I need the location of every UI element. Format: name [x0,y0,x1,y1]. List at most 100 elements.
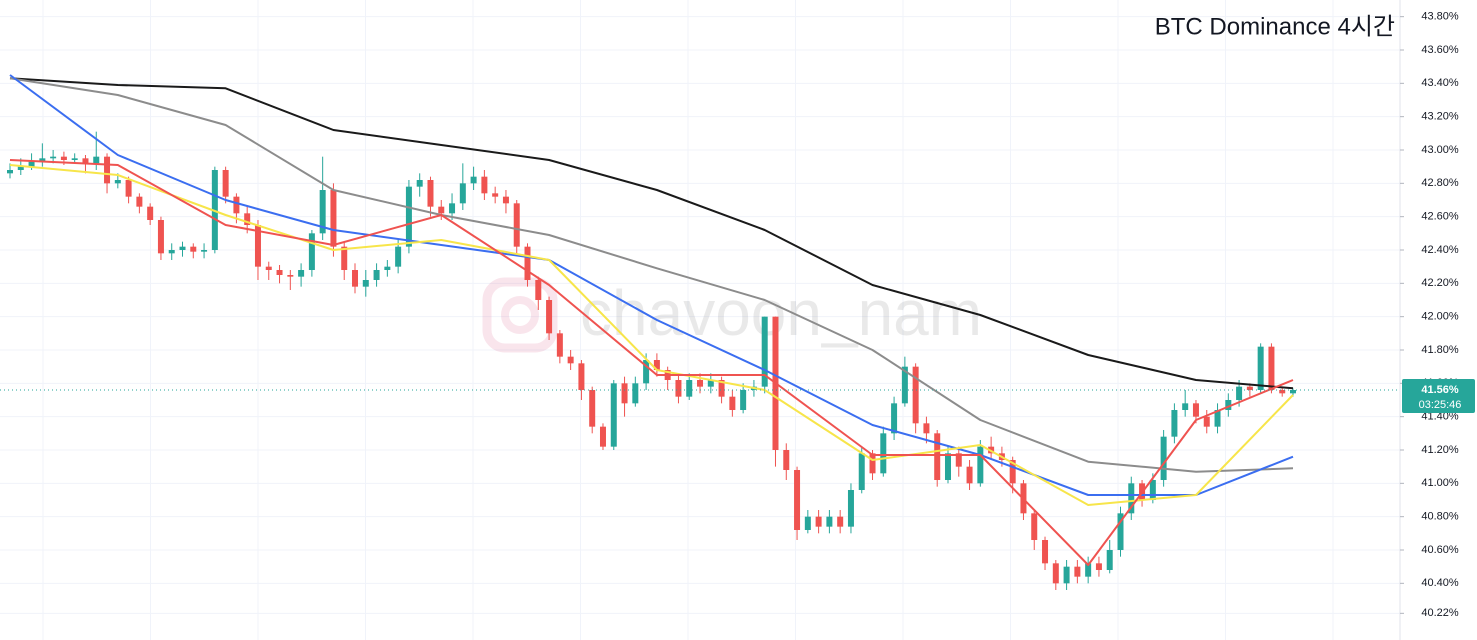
candle-body [1160,436,1167,480]
countdown-label: 03:25:46 [1419,399,1462,411]
candle-body [783,450,790,470]
candle-body [643,360,650,384]
candle-body [934,433,941,480]
candle-body [179,246,186,250]
candle-body [675,380,682,397]
moving-average-line [9,77,1294,473]
watermark-icon [501,296,539,334]
candle-body [837,516,844,527]
candle-body [847,490,854,527]
candle-body [1225,400,1232,410]
candle-body [438,206,445,214]
candle-body [589,390,596,427]
candle-body [50,156,57,159]
candle-body [308,233,315,270]
candle-body [966,466,973,484]
candle-body [254,225,261,267]
candle-body [1031,513,1038,540]
candle-body [416,180,423,187]
y-tick-label: 40.80% [1421,511,1459,523]
candle-body [459,183,466,204]
y-tick-label: 42.20% [1421,277,1459,289]
y-tick-label: 43.40% [1421,77,1459,89]
candle-body [1106,550,1113,570]
candle-body [265,266,272,270]
candle-body [427,180,434,207]
candle-body [621,383,628,404]
y-tick-label: 43.00% [1421,144,1459,156]
y-tick-label: 42.60% [1421,211,1459,223]
candle-body [71,158,78,160]
candle-body [244,213,251,225]
candle-body [362,280,369,287]
candle-body [815,516,822,527]
candle-body [136,196,143,207]
candle-body [556,333,563,357]
candle-body [125,180,132,197]
candle-body [93,156,100,164]
candle-body [880,433,887,474]
candle-body [1052,563,1059,584]
candle-body [405,186,412,247]
watermark: chavoon_nam [482,277,982,353]
candle-body [707,380,714,387]
candle-body [319,190,326,234]
candle-body [1203,416,1210,427]
candle-body [610,383,617,447]
candle-body [276,270,283,275]
candle-body [1192,403,1199,417]
y-tick-label: 41.00% [1421,477,1459,489]
candle-body [82,158,89,164]
y-tick-label: 41.20% [1421,444,1459,456]
candle-body [729,396,736,410]
moving-average-line [9,74,1294,496]
candle-body [492,193,499,197]
candle-body [330,190,337,247]
candle-body [1182,403,1189,410]
candle-body [599,426,606,447]
watermark-icon [482,277,558,353]
chart-title: BTC Dominance 4시간 [1155,13,1395,40]
y-tick-label: 42.40% [1421,244,1459,256]
y-tick-label: 43.80% [1421,11,1459,23]
candle-body [1149,480,1156,500]
candle-body [1009,460,1016,484]
moving-average-line [9,159,1294,566]
candle-body [298,270,305,277]
candle-body [858,453,865,490]
y-tick-label: 42.00% [1421,311,1459,323]
candle-body [60,156,67,160]
candle-body [1290,390,1296,394]
candle-body [1236,386,1243,400]
candle-body [826,516,833,527]
candle-body [524,246,531,280]
candle-body [449,203,456,214]
candle-body [923,423,930,434]
y-tick-label: 40.60% [1421,544,1459,556]
candle-body [740,390,747,410]
candle-body [697,380,704,387]
price-axis: 43.80% 43.60% 43.40% 43.20% 43.00% 42.80% 42.6… [1400,11,1475,619]
candle-body [761,316,768,387]
candle-body [1171,410,1178,437]
candle-body [1042,540,1049,564]
candle-body [653,360,660,370]
last-price-label: 41.56% [1421,384,1459,396]
y-tick-label: 40.40% [1421,577,1459,589]
candle-body [373,270,380,280]
candle-body [804,516,811,530]
candle-body [470,176,477,184]
y-tick-label: 41.80% [1421,344,1459,356]
y-tick-label: 43.20% [1421,111,1459,123]
candle-body [168,250,175,254]
candle-body [901,366,908,404]
candle-body [104,156,111,184]
candle-body [157,220,164,254]
candle-body [7,170,13,174]
candle-body [718,380,725,397]
candle-body [891,403,898,434]
candle-body [944,453,951,480]
candle-body [1063,566,1070,584]
candle-body [1085,563,1092,577]
candle-body [1279,390,1286,394]
